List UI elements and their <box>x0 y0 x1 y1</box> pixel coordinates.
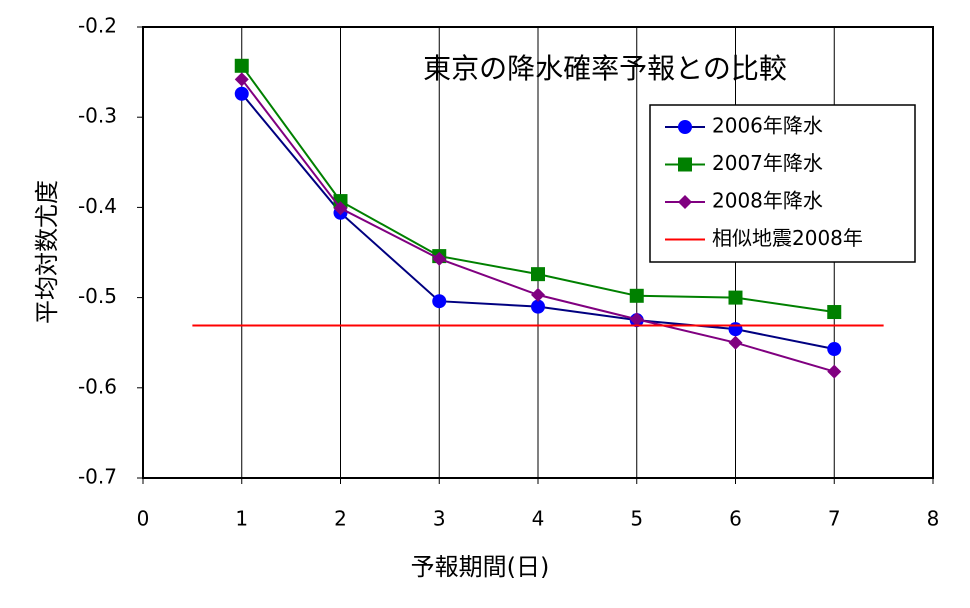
marker <box>531 267 545 282</box>
marker <box>827 364 842 379</box>
x-tick-label: 2 <box>334 507 347 531</box>
marker <box>728 322 743 337</box>
x-tick-label: 0 <box>137 507 150 531</box>
x-tick-label: 4 <box>532 507 545 531</box>
x-tick-label: 3 <box>433 507 446 531</box>
legend-label: 2006年降水 <box>712 114 823 138</box>
y-tick-label: -0.6 <box>78 374 117 398</box>
marker <box>432 294 447 309</box>
x-axis-label: 予報期間(日) <box>411 553 550 581</box>
marker <box>678 195 692 209</box>
legend-label: 相似地震2008年 <box>712 226 863 250</box>
marker <box>629 312 644 327</box>
x-tick-label: 8 <box>927 507 940 531</box>
x-tick-label: 1 <box>235 507 248 531</box>
marker <box>678 120 692 134</box>
plot-frame <box>142 26 934 479</box>
y-tick-label: -0.3 <box>78 104 117 128</box>
y-tick-label: -0.4 <box>78 194 117 218</box>
marker <box>629 288 644 303</box>
y-tick-label: -0.5 <box>78 284 117 308</box>
marker <box>234 58 249 73</box>
marker <box>432 251 447 266</box>
marker <box>678 157 692 172</box>
x-tick-label: 5 <box>630 507 643 531</box>
marker <box>827 342 842 357</box>
y-axis-label: 平均対数尤度 <box>33 180 61 324</box>
marker <box>531 287 545 302</box>
y-tick-label: -0.2 <box>78 14 117 38</box>
legend-label: 2008年降水 <box>712 189 823 213</box>
marker <box>234 72 249 87</box>
x-tick-label: 6 <box>729 507 742 531</box>
marker <box>531 299 545 314</box>
legend-box <box>649 104 916 263</box>
legend-label: 2007年降水 <box>712 151 823 175</box>
marker <box>333 201 348 216</box>
chart-title: 東京の降水確率予報との比較 <box>423 52 787 85</box>
marker <box>728 335 743 350</box>
marker <box>728 290 743 305</box>
marker <box>234 86 249 101</box>
x-tick-label: 7 <box>828 507 841 531</box>
y-tick-label: -0.7 <box>78 465 117 489</box>
marker <box>827 305 842 320</box>
